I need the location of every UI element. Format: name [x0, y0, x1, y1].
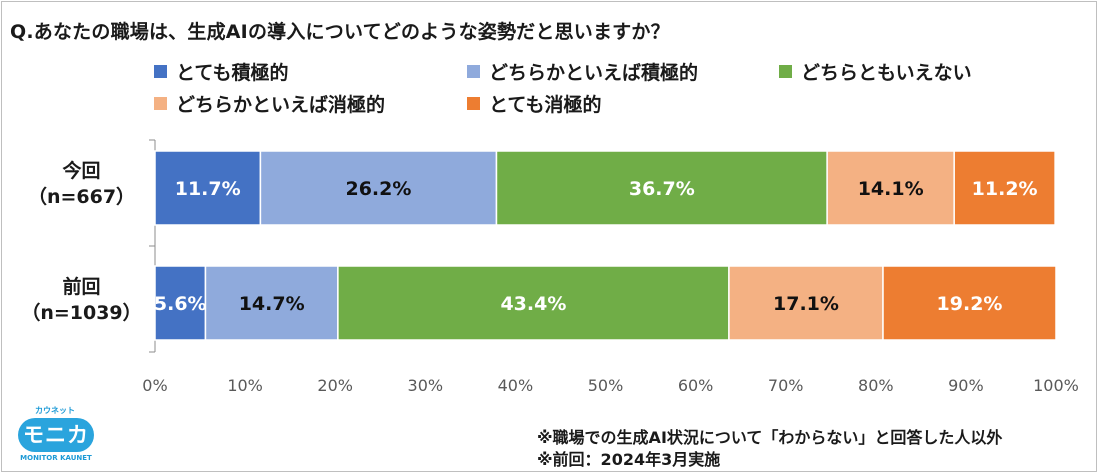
bar-segment-previous-2 — [204, 265, 339, 341]
legend-swatch — [154, 64, 167, 78]
bar-segment-previous-5 — [882, 265, 1057, 341]
data-label: 17.1% — [773, 293, 839, 315]
x-axis-tick-label: 20% — [317, 376, 353, 395]
row-label-current: 今回 （n=667） — [14, 158, 149, 210]
logo-kaunet-text: カウネット — [35, 406, 75, 415]
data-label: 36.7% — [629, 178, 695, 200]
footnote-exclusion: ※職場での生成AI状況について「わからない」と回答した人以外 — [537, 428, 1003, 447]
bar-segment-current-5 — [953, 150, 1056, 226]
data-label: 19.2% — [937, 293, 1003, 315]
x-axis-tick-label: 40% — [498, 376, 534, 395]
x-axis-tick-label: 100% — [1033, 376, 1079, 395]
footnote-previous-survey: ※前回：2024年3月実施 — [537, 450, 721, 469]
legend-item-somewhat-positive: どちらかといえば積極的 — [467, 58, 698, 84]
legend-label: どちらかといえば消極的 — [176, 93, 386, 116]
bar-segment-current-4 — [826, 150, 955, 226]
data-label: 5.6% — [154, 293, 207, 315]
monica-logo: モニカ — [18, 418, 94, 452]
bar-segment-current-3 — [495, 150, 828, 226]
x-axis-tick-label: 10% — [227, 376, 263, 395]
x-axis-tick-label: 70% — [768, 376, 804, 395]
x-axis-tick-label: 50% — [588, 376, 624, 395]
legend-swatch — [467, 96, 480, 110]
legend-label: どちらともいえない — [801, 61, 972, 84]
legend-item-somewhat-negative: どちらかといえば消極的 — [154, 90, 385, 116]
data-label: 11.7% — [175, 178, 241, 200]
row-label-title: 前回 — [62, 276, 101, 298]
x-axis-tick-label: 80% — [858, 376, 894, 395]
bar-segment-current-2 — [259, 150, 498, 226]
legend-label: どちらかといえば積極的 — [489, 61, 699, 84]
legend-item-very-positive: とても積極的 — [154, 58, 288, 84]
legend-swatch — [779, 64, 792, 78]
data-label: 26.2% — [345, 178, 411, 200]
row-label-sample-size: （n=1039） — [21, 302, 142, 324]
legend-item-very-negative: とても消極的 — [467, 90, 601, 116]
legend-swatch — [154, 96, 167, 110]
x-axis-tick-label: 30% — [408, 376, 444, 395]
data-label: 11.2% — [972, 178, 1038, 200]
data-label: 14.1% — [858, 178, 924, 200]
row-label-previous: 前回 （n=1039） — [14, 274, 149, 326]
bar-segment-previous-4 — [728, 265, 884, 341]
data-label: 43.4% — [500, 293, 566, 315]
bar-segment-current-1 — [154, 150, 262, 226]
legend-label: とても積極的 — [176, 61, 289, 84]
row-label-sample-size: （n=667） — [27, 186, 136, 208]
x-axis-tick-label: 90% — [948, 376, 984, 395]
legend-label: とても消極的 — [489, 93, 602, 116]
chart-title: Q.あなたの職場は、生成AIの導入についてどのような姿勢だと思いますか？ — [10, 21, 670, 43]
row-label-title: 今回 — [62, 160, 101, 182]
x-axis-tick-label: 60% — [678, 376, 714, 395]
bar-segment-previous-3 — [337, 265, 730, 341]
legend-swatch — [467, 64, 480, 78]
bar-segment-previous-1 — [154, 265, 207, 341]
x-axis-tick-label: 0% — [142, 376, 167, 395]
data-label: 14.7% — [239, 293, 305, 315]
logo-monitor-kaunet-text: MONITOR KAUNET — [20, 454, 92, 462]
stacked-bar-chart: 11.7% 26.2% 36.7% 14.1% 11.2% 5.6% 14.7% 43.4% 1… — [142, 139, 1079, 395]
legend-item-neutral: どちらともいえない — [779, 58, 972, 84]
